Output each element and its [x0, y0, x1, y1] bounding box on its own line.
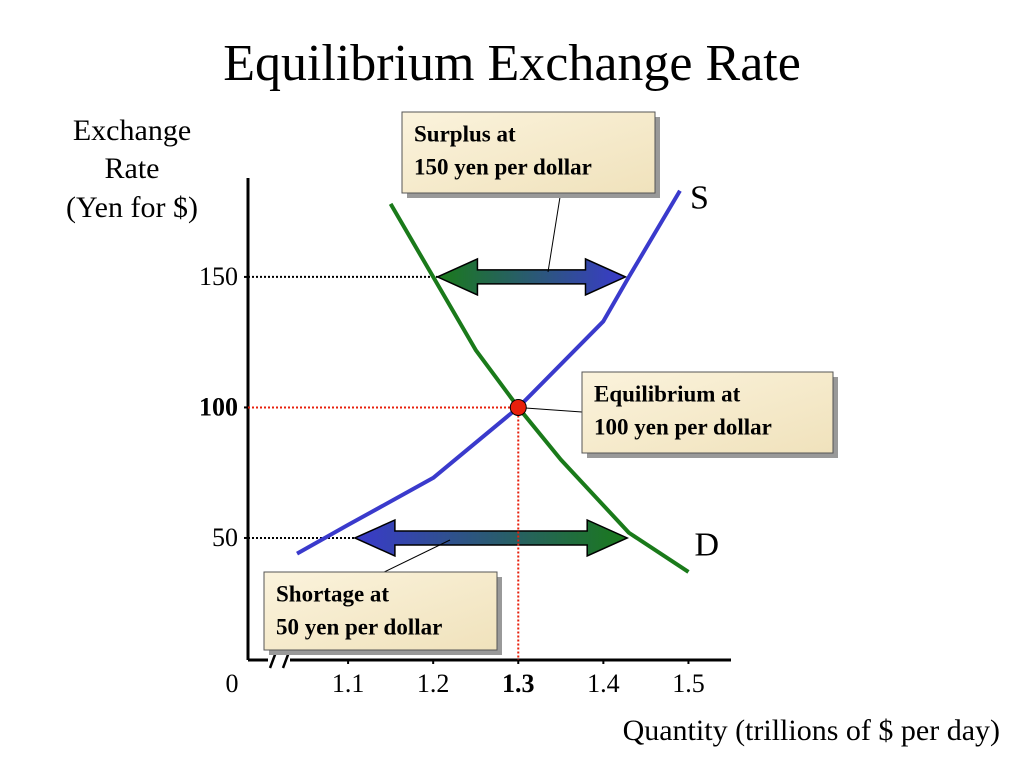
callout-pointer [518, 406, 583, 413]
y-tick-label: 150 [199, 262, 238, 291]
chart-title: Equilibrium Exchange Rate [223, 35, 801, 92]
y-tick-label: 50 [212, 523, 238, 552]
double-arrow [435, 257, 628, 297]
origin-label: 0 [226, 669, 239, 698]
callout-box [401, 111, 656, 194]
callout-text: Surplus at [414, 121, 516, 146]
x-tick-label: 1.2 [417, 669, 450, 698]
x-tick-label: 1.1 [332, 669, 365, 698]
callout-pointer [547, 196, 561, 273]
y-axis-label: (Yen for $) [66, 191, 198, 224]
x-axis-label: Quantity (trillions of $ per day) [623, 714, 1000, 747]
callout-pointer [379, 539, 451, 575]
y-axis-label: Rate [105, 152, 160, 185]
x-tick-label: 1.5 [672, 669, 705, 698]
equilibrium-point [509, 398, 527, 416]
callout-text: 150 yen per dollar [414, 154, 592, 179]
callout-text: Shortage at [276, 581, 389, 606]
x-tick-label: 1.4 [587, 669, 620, 698]
callout-box [581, 371, 834, 454]
y-axis-label: Exchange [73, 114, 191, 147]
double-arrow [353, 518, 630, 558]
series-label: D [694, 527, 719, 564]
y-tick-label: 100 [199, 392, 238, 421]
x-tick-label: 1.3 [502, 669, 535, 698]
callout-text: 100 yen per dollar [594, 414, 772, 439]
callout-box [263, 571, 498, 651]
callout-text: 50 yen per dollar [276, 614, 442, 639]
callout-text: Equilibrium at [594, 381, 741, 406]
series-label: S [690, 180, 709, 217]
